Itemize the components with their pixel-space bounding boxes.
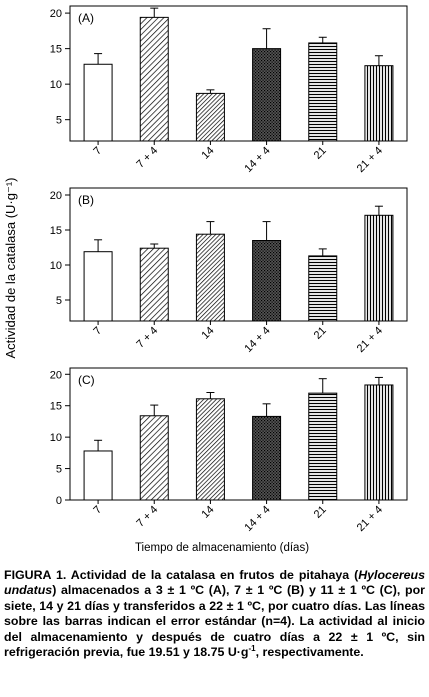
y-tick-label: 15	[50, 401, 62, 413]
y-tick-label: 10	[50, 79, 62, 91]
x-tick-label: 21	[312, 145, 329, 162]
x-tick-label: 7	[91, 325, 104, 338]
x-tick-label: 14 + 4	[242, 504, 272, 534]
y-tick-label: 5	[56, 295, 62, 307]
chart-panel: (C) 0 5 10 15 20 7 7 + 4 14 14 + 4 21 21 + 4	[50, 367, 408, 534]
chart-panel: (A) 5 10 15 20 7 7 + 4 14 14 + 4 21 21 + 4	[50, 5, 408, 175]
caption-species: Hylocereus undatus	[4, 568, 426, 598]
bar	[139, 247, 169, 322]
x-tick-label: 7 + 4	[134, 325, 160, 351]
panel-label: (B)	[78, 193, 94, 207]
plot-frame	[69, 5, 408, 142]
x-tick-label: 21 + 4	[355, 325, 385, 355]
x-tick-label: 14	[199, 504, 216, 521]
y-tick-label: 20	[50, 190, 62, 202]
bar	[139, 415, 169, 501]
y-tick-label: 20	[50, 8, 62, 20]
x-tick-label: 14 + 4	[242, 325, 272, 355]
caption-label: FIGURA 1.	[4, 568, 67, 582]
bar	[308, 255, 338, 322]
bar	[83, 450, 113, 501]
y-tick-label: 5	[56, 115, 62, 127]
bar	[308, 392, 338, 501]
x-tick-label: 7	[91, 145, 104, 158]
bar	[195, 398, 225, 501]
panel-label: (C)	[78, 373, 95, 387]
caption-superscript: -1	[248, 643, 256, 653]
bar	[252, 415, 282, 501]
figure-caption: FIGURA 1. Actividad de la catalasa en fr…	[4, 568, 425, 660]
y-tick-label: 5	[56, 464, 62, 476]
bar	[83, 63, 113, 142]
x-tick-label: 7 + 4	[134, 504, 160, 530]
bar	[364, 65, 394, 142]
x-axis-label: Tiempo de almacenamiento (días)	[135, 542, 309, 554]
y-tick-label: 0	[56, 495, 62, 507]
y-axis-label: Actividad de la catalasa (U·g⁻¹)	[3, 178, 18, 359]
plot-frame	[69, 187, 408, 322]
bar	[308, 42, 338, 142]
y-tick-label: 20	[50, 369, 62, 381]
x-tick-label: 14	[199, 325, 216, 342]
y-tick-label: 10	[50, 432, 62, 444]
bar	[364, 384, 394, 501]
x-tick-label: 7	[91, 504, 104, 517]
panel-label: (A)	[78, 11, 94, 25]
x-tick-label: 21	[312, 504, 329, 521]
y-tick-label: 15	[50, 225, 62, 237]
caption-text-2: ) almacenados a 3 ± 1 ºC (A), 7 ± 1 ºC (…	[4, 583, 425, 660]
caption-text-1: Actividad de la catalasa en frutos de pi…	[66, 568, 359, 582]
caption-text-3: , respectivamente.	[255, 645, 364, 660]
x-tick-label: 21	[312, 325, 329, 342]
chart-panel: (B) 5 10 15 20 7 7 + 4 14 14 + 4 21 21 + 4	[50, 187, 408, 355]
x-tick-label: 21 + 4	[355, 145, 385, 175]
bar	[252, 240, 282, 322]
y-tick-label: 15	[50, 44, 62, 56]
bar	[195, 233, 225, 322]
plot-frame	[69, 367, 408, 501]
x-tick-label: 14	[199, 145, 216, 162]
x-tick-label: 21 + 4	[355, 504, 385, 534]
y-tick-label: 10	[50, 260, 62, 272]
bar	[139, 16, 169, 142]
x-tick-label: 14 + 4	[242, 145, 272, 175]
bar	[83, 251, 113, 322]
bar	[364, 214, 394, 322]
bar	[195, 92, 225, 142]
bar	[252, 48, 282, 142]
figure: (A) 5 10 15 20 7 7 + 4 14 14 + 4 21 21 + 4 (B) 5 10 15…	[3, 5, 408, 554]
x-tick-label: 7 + 4	[134, 145, 160, 171]
